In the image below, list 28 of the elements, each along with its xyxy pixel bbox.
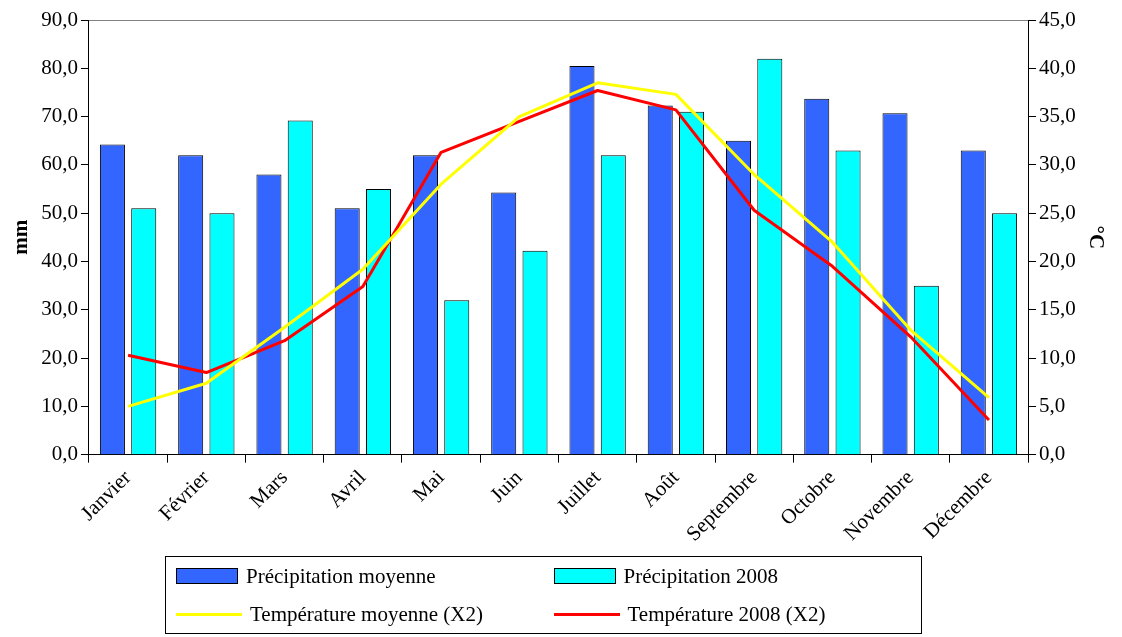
y2-tick-label: 20,0 — [1039, 248, 1076, 272]
y-tick-label: 80,0 — [41, 54, 78, 79]
y-tick-label: 70,0 — [41, 103, 78, 128]
y2-tick-label: 15,0 — [1039, 296, 1076, 321]
y-tick-label: 40,0 — [41, 248, 78, 272]
y-tick-label: 20,0 — [41, 344, 78, 369]
y2-axis-title: °C — [1084, 225, 1109, 250]
y-tick-label: 0,0 — [51, 441, 78, 466]
y-tick-label: 30,0 — [41, 296, 78, 321]
y2-tick-label: 30,0 — [1039, 151, 1076, 176]
legend-label: Température moyenne (X2) — [250, 601, 483, 627]
y2-tick-label: 25,0 — [1039, 199, 1076, 224]
y2-tick-label: 40,0 — [1039, 54, 1076, 79]
y2-tick-label: 10,0 — [1039, 344, 1076, 369]
legend-label: Température 2008 (X2) — [627, 601, 826, 627]
y2-tick-label: 5,0 — [1039, 392, 1066, 417]
y-tick-label: 90,0 — [41, 6, 78, 31]
y2-tick-label: 35,0 — [1039, 103, 1076, 128]
y2-tick-label: 0,0 — [1039, 441, 1066, 466]
y-tick-label: 60,0 — [41, 151, 78, 176]
y-tick-label: 50,0 — [41, 199, 78, 224]
legend-label: Précipitation moyenne — [246, 563, 436, 589]
y-tick-label: 10,0 — [41, 392, 78, 417]
y-axis-title: mm — [8, 219, 33, 255]
legend-label: Précipitation 2008 — [623, 563, 779, 589]
x-tick-label: Juin — [485, 464, 528, 507]
y2-tick-label: 45,0 — [1039, 6, 1076, 31]
x-tick-label: Mai — [407, 464, 449, 506]
